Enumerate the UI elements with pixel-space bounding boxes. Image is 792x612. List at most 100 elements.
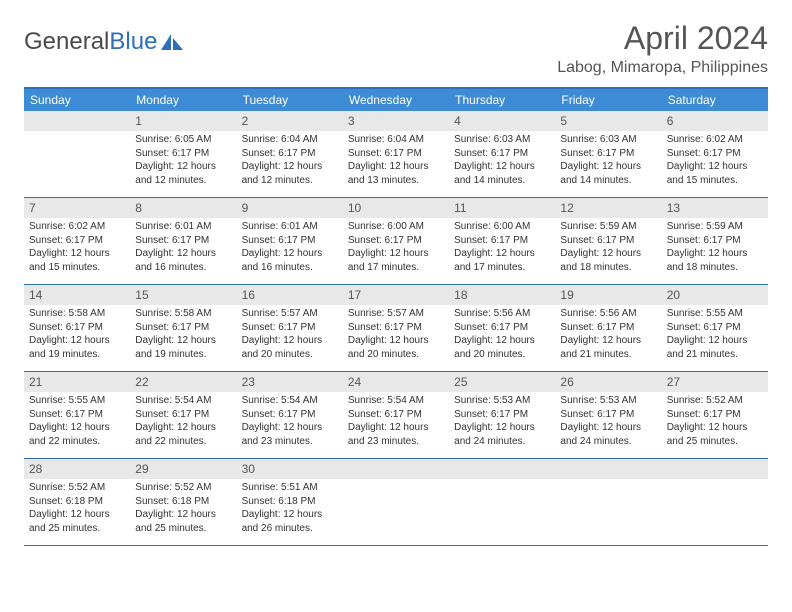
sunset-line: Sunset: 6:17 PM [29, 234, 125, 248]
day-details: Sunrise: 6:02 AMSunset: 6:17 PMDaylight:… [662, 131, 768, 191]
day-cell: 5Sunrise: 6:03 AMSunset: 6:17 PMDaylight… [555, 111, 661, 197]
day-number: 17 [343, 285, 449, 305]
day-number: 30 [237, 459, 343, 479]
d2-line: and 20 minutes. [454, 348, 550, 362]
week-row: 21Sunrise: 5:55 AMSunset: 6:17 PMDayligh… [24, 372, 768, 459]
d2-line: and 17 minutes. [348, 261, 444, 275]
d2-line: and 24 minutes. [560, 435, 656, 449]
day-number: 1 [130, 111, 236, 131]
day-number: 25 [449, 372, 555, 392]
d1-line: Daylight: 12 hours [135, 334, 231, 348]
d2-line: and 24 minutes. [454, 435, 550, 449]
d1-line: Daylight: 12 hours [454, 334, 550, 348]
day-details: Sunrise: 5:53 AMSunset: 6:17 PMDaylight:… [555, 392, 661, 452]
day-cell: 3Sunrise: 6:04 AMSunset: 6:17 PMDaylight… [343, 111, 449, 197]
day-details: Sunrise: 5:54 AMSunset: 6:17 PMDaylight:… [343, 392, 449, 452]
day-cell: 16Sunrise: 5:57 AMSunset: 6:17 PMDayligh… [237, 285, 343, 371]
sunrise-line: Sunrise: 6:02 AM [667, 133, 763, 147]
d1-line: Daylight: 12 hours [242, 421, 338, 435]
sunset-line: Sunset: 6:17 PM [454, 234, 550, 248]
day-cell [449, 459, 555, 545]
day-details: Sunrise: 5:55 AMSunset: 6:17 PMDaylight:… [662, 305, 768, 365]
d2-line: and 26 minutes. [242, 522, 338, 536]
day-details: Sunrise: 6:02 AMSunset: 6:17 PMDaylight:… [24, 218, 130, 278]
d2-line: and 22 minutes. [135, 435, 231, 449]
brand-word1: General [24, 28, 109, 56]
sunset-line: Sunset: 6:17 PM [29, 408, 125, 422]
d2-line: and 16 minutes. [135, 261, 231, 275]
sunrise-line: Sunrise: 5:59 AM [560, 220, 656, 234]
d1-line: Daylight: 12 hours [29, 421, 125, 435]
day-cell: 28Sunrise: 5:52 AMSunset: 6:18 PMDayligh… [24, 459, 130, 545]
day-cell: 14Sunrise: 5:58 AMSunset: 6:17 PMDayligh… [24, 285, 130, 371]
day-cell: 2Sunrise: 6:04 AMSunset: 6:17 PMDaylight… [237, 111, 343, 197]
day-header-cell: Friday [555, 89, 661, 111]
sunrise-line: Sunrise: 5:58 AM [29, 307, 125, 321]
sunset-line: Sunset: 6:17 PM [560, 234, 656, 248]
day-number: 2 [237, 111, 343, 131]
sunset-line: Sunset: 6:17 PM [135, 147, 231, 161]
d2-line: and 15 minutes. [667, 174, 763, 188]
sunrise-line: Sunrise: 6:02 AM [29, 220, 125, 234]
day-details: Sunrise: 5:57 AMSunset: 6:17 PMDaylight:… [343, 305, 449, 365]
day-details: Sunrise: 5:59 AMSunset: 6:17 PMDaylight:… [662, 218, 768, 278]
day-number: 16 [237, 285, 343, 305]
sunrise-line: Sunrise: 5:52 AM [29, 481, 125, 495]
day-number: 11 [449, 198, 555, 218]
day-header-cell: Tuesday [237, 89, 343, 111]
d1-line: Daylight: 12 hours [560, 334, 656, 348]
day-cell: 4Sunrise: 6:03 AMSunset: 6:17 PMDaylight… [449, 111, 555, 197]
day-details: Sunrise: 6:00 AMSunset: 6:17 PMDaylight:… [343, 218, 449, 278]
day-cell: 26Sunrise: 5:53 AMSunset: 6:17 PMDayligh… [555, 372, 661, 458]
d1-line: Daylight: 12 hours [560, 160, 656, 174]
d1-line: Daylight: 12 hours [667, 334, 763, 348]
sunrise-line: Sunrise: 5:55 AM [667, 307, 763, 321]
brand-logo: GeneralBlue [24, 20, 185, 56]
d1-line: Daylight: 12 hours [348, 334, 444, 348]
d2-line: and 25 minutes. [135, 522, 231, 536]
day-cell: 19Sunrise: 5:56 AMSunset: 6:17 PMDayligh… [555, 285, 661, 371]
day-cell: 17Sunrise: 5:57 AMSunset: 6:17 PMDayligh… [343, 285, 449, 371]
d1-line: Daylight: 12 hours [242, 334, 338, 348]
sunrise-line: Sunrise: 6:03 AM [560, 133, 656, 147]
day-header-cell: Sunday [24, 89, 130, 111]
d1-line: Daylight: 12 hours [242, 508, 338, 522]
week-row: 7Sunrise: 6:02 AMSunset: 6:17 PMDaylight… [24, 198, 768, 285]
day-number: 21 [24, 372, 130, 392]
day-number: 27 [662, 372, 768, 392]
day-number [555, 459, 661, 479]
sunrise-line: Sunrise: 6:01 AM [242, 220, 338, 234]
day-details: Sunrise: 6:03 AMSunset: 6:17 PMDaylight:… [555, 131, 661, 191]
day-number: 19 [555, 285, 661, 305]
d2-line: and 21 minutes. [560, 348, 656, 362]
d1-line: Daylight: 12 hours [454, 160, 550, 174]
sunset-line: Sunset: 6:18 PM [135, 495, 231, 509]
day-cell: 7Sunrise: 6:02 AMSunset: 6:17 PMDaylight… [24, 198, 130, 284]
day-details: Sunrise: 6:00 AMSunset: 6:17 PMDaylight:… [449, 218, 555, 278]
d1-line: Daylight: 12 hours [454, 247, 550, 261]
sunset-line: Sunset: 6:17 PM [454, 408, 550, 422]
day-details: Sunrise: 5:51 AMSunset: 6:18 PMDaylight:… [237, 479, 343, 539]
d2-line: and 25 minutes. [29, 522, 125, 536]
d1-line: Daylight: 12 hours [242, 247, 338, 261]
sunset-line: Sunset: 6:17 PM [348, 321, 444, 335]
d2-line: and 16 minutes. [242, 261, 338, 275]
sunset-line: Sunset: 6:17 PM [560, 321, 656, 335]
day-details: Sunrise: 5:56 AMSunset: 6:17 PMDaylight:… [449, 305, 555, 365]
d1-line: Daylight: 12 hours [135, 160, 231, 174]
sunset-line: Sunset: 6:17 PM [135, 234, 231, 248]
location-label: Labog, Mimaropa, Philippines [557, 59, 768, 77]
title-block: April 2024 Labog, Mimaropa, Philippines [557, 20, 768, 77]
brand-word2: Blue [109, 28, 157, 56]
d1-line: Daylight: 12 hours [667, 160, 763, 174]
sunset-line: Sunset: 6:17 PM [242, 147, 338, 161]
d1-line: Daylight: 12 hours [29, 334, 125, 348]
d1-line: Daylight: 12 hours [667, 421, 763, 435]
d1-line: Daylight: 12 hours [454, 421, 550, 435]
day-cell: 15Sunrise: 5:58 AMSunset: 6:17 PMDayligh… [130, 285, 236, 371]
day-details: Sunrise: 6:04 AMSunset: 6:17 PMDaylight:… [237, 131, 343, 191]
d1-line: Daylight: 12 hours [348, 247, 444, 261]
day-details: Sunrise: 6:05 AMSunset: 6:17 PMDaylight:… [130, 131, 236, 191]
week-row: 28Sunrise: 5:52 AMSunset: 6:18 PMDayligh… [24, 459, 768, 546]
d2-line: and 12 minutes. [242, 174, 338, 188]
